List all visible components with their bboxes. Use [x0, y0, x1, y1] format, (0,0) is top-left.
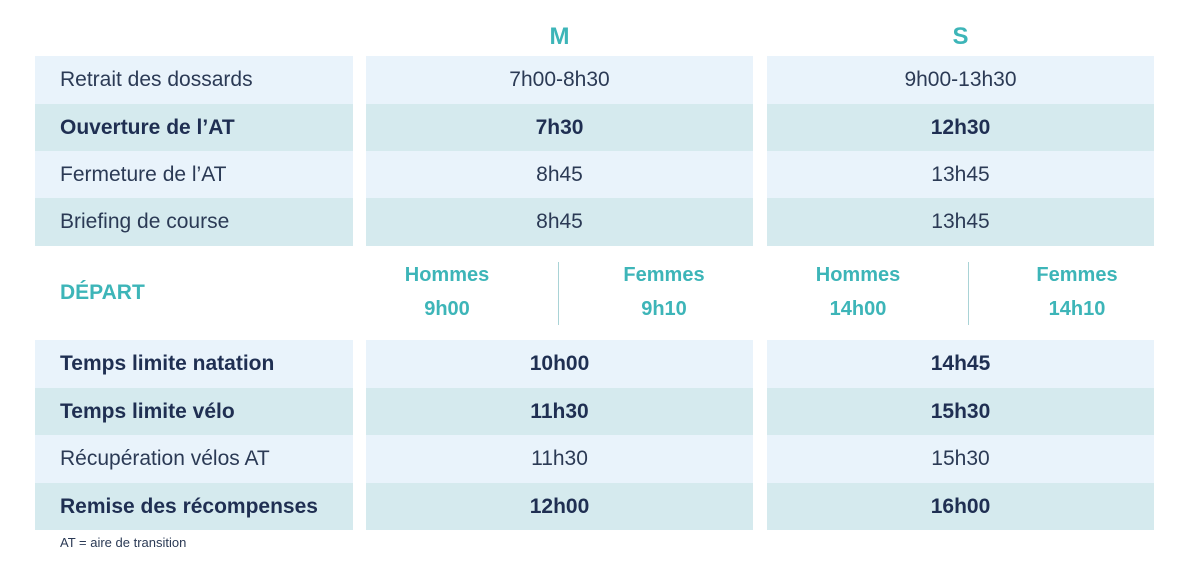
row-label-ouverture: Ouverture de l’AT [35, 104, 353, 151]
row-label-remise: Remise des récompenses [35, 483, 353, 530]
row-label-velo: Temps limite vélo [35, 388, 353, 435]
row-value-recuperation-s: 15h30 [767, 435, 1154, 483]
depart-s-divider [968, 262, 969, 325]
column-header-m: M [549, 23, 570, 50]
row-value-fermeture-m: 8h45 [366, 151, 753, 198]
row-value-ouverture-m: 7h30 [366, 104, 753, 151]
depart-s-femmes: Femmes 14h10 [982, 258, 1172, 326]
footnote: AT = aire de transition [60, 535, 187, 550]
depart-s-femmes-time: 14h10 [1048, 298, 1106, 320]
row-value-briefing-s: 13h45 [767, 198, 1154, 246]
row-label-natation: Temps limite natation [35, 340, 353, 388]
depart-m-hommes-label: Hommes [404, 264, 490, 286]
row-value-natation-s: 14h45 [767, 340, 1154, 388]
row-value-fermeture-s: 13h45 [767, 151, 1154, 198]
row-value-velo-m: 11h30 [366, 388, 753, 435]
depart-s-femmes-label: Femmes [1036, 264, 1118, 286]
row-label-retrait: Retrait des dossards [35, 56, 353, 104]
row-label-recuperation: Récupération vélos AT [35, 435, 353, 483]
depart-m-femmes: Femmes 9h10 [569, 258, 759, 326]
row-value-retrait-m: 7h00-8h30 [366, 56, 753, 104]
depart-m-hommes-time: 9h00 [424, 298, 470, 320]
row-label-briefing: Briefing de course [35, 198, 353, 246]
depart-m-divider [558, 262, 559, 325]
depart-m-femmes-time: 9h10 [641, 298, 687, 320]
row-value-recuperation-m: 11h30 [366, 435, 753, 483]
row-value-retrait-s: 9h00-13h30 [767, 56, 1154, 104]
column-header-s: S [952, 23, 969, 50]
row-value-velo-s: 15h30 [767, 388, 1154, 435]
row-value-ouverture-s: 12h30 [767, 104, 1154, 151]
depart-s-hommes: Hommes 14h00 [763, 258, 953, 326]
row-value-briefing-m: 8h45 [366, 198, 753, 246]
row-label-fermeture: Fermeture de l’AT [35, 151, 353, 198]
depart-s-hommes-time: 14h00 [829, 298, 887, 320]
depart-m-femmes-label: Femmes [623, 264, 705, 286]
row-value-remise-s: 16h00 [767, 483, 1154, 530]
row-value-natation-m: 10h00 [366, 340, 753, 388]
depart-s-hommes-label: Hommes [815, 264, 901, 286]
depart-m-hommes: Hommes 9h00 [352, 258, 542, 326]
depart-label: DÉPART [60, 281, 145, 304]
row-value-remise-m: 12h00 [366, 483, 753, 530]
